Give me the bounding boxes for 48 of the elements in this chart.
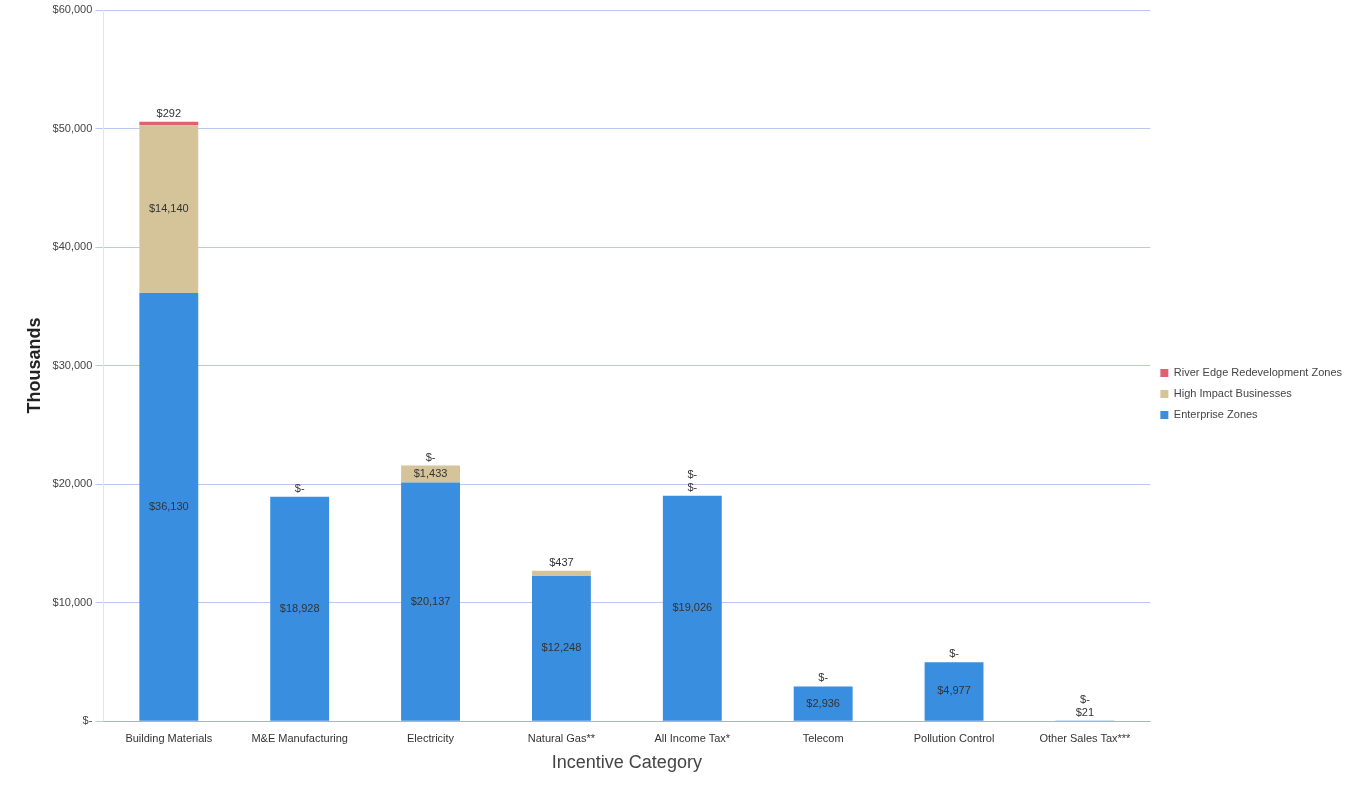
bar: [139, 292, 199, 721]
data-label: $1,433: [413, 467, 448, 480]
legend-label: Enterprise Zones: [1173, 408, 1259, 421]
data-label: $-: [294, 481, 305, 494]
bar: [924, 662, 984, 721]
bar: [139, 125, 199, 293]
bar: [662, 495, 722, 721]
data-label: $-: [687, 467, 698, 480]
bar: [793, 686, 853, 721]
data-label: $-: [425, 450, 436, 463]
y-tick-label: $40,000: [52, 240, 93, 253]
data-label: $2,936: [806, 696, 840, 709]
bar: [531, 576, 591, 721]
data-label: $36,130: [148, 499, 189, 512]
data-label: $4,977: [937, 684, 971, 697]
data-label: $21: [1075, 705, 1095, 718]
x-axis-title: Incentive Category: [551, 752, 702, 773]
x-tick-label: M&E Manufacturing: [251, 731, 348, 744]
y-tick-label: $20,000: [52, 477, 93, 490]
y-axis-title: Thousands: [23, 317, 44, 414]
x-tick-label: Building Materials: [125, 731, 213, 744]
y-tick-label: $30,000: [52, 358, 93, 371]
legend-label: River Edge Redevelopment Zones: [1173, 366, 1343, 379]
data-label: $-: [949, 647, 960, 660]
data-label: $-: [1080, 692, 1091, 705]
data-label: $-: [818, 671, 829, 684]
y-tick-label: $-: [82, 714, 93, 727]
x-tick-label: All Income Tax*: [654, 731, 731, 744]
data-label: $18,928: [279, 601, 320, 614]
x-tick-label: Other Sales Tax***: [1039, 731, 1132, 744]
y-tick-label: $60,000: [52, 3, 93, 16]
legend-label: High Impact Businesses: [1173, 387, 1293, 400]
x-tick-label: Pollution Control: [913, 731, 995, 744]
data-label: $12,248: [541, 641, 582, 654]
data-label: $14,140: [148, 202, 189, 215]
x-tick-label: Telecom: [802, 731, 844, 744]
data-label: $437: [549, 555, 574, 568]
data-label: $20,137: [410, 594, 451, 607]
y-tick-label: $50,000: [52, 121, 93, 134]
x-tick-label: Natural Gas**: [527, 731, 596, 744]
y-tick-label: $10,000: [52, 595, 93, 608]
data-label: $292: [156, 106, 182, 119]
x-tick-label: Electricity: [407, 731, 455, 744]
data-label: $-: [687, 480, 698, 493]
data-label: $19,026: [672, 601, 713, 614]
bar: [531, 570, 591, 577]
bar: [401, 482, 460, 721]
bar: [270, 496, 330, 721]
